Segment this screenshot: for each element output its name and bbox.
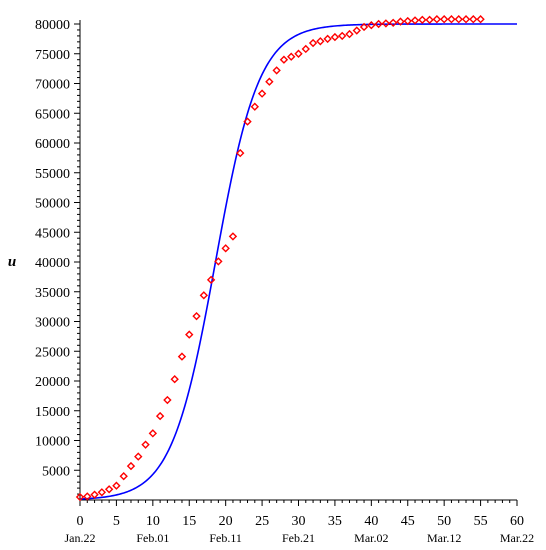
x-tick-label: 35 [328, 514, 342, 529]
data-point [381, 19, 391, 28]
date-tick-label: Mar.02 [354, 531, 388, 545]
y-tick-label: 80000 [35, 18, 70, 33]
data-point [316, 37, 325, 46]
x-tick-label: 15 [182, 514, 196, 529]
x-tick-label: 45 [401, 514, 415, 529]
data-point [425, 15, 434, 25]
data-point [388, 18, 398, 27]
date-tick-label: Jan.22 [65, 531, 96, 545]
y-tick-label: 5000 [42, 464, 70, 479]
date-tick-label: Mar.12 [427, 531, 461, 545]
y-tick-label: 65000 [35, 107, 70, 122]
data-point [265, 77, 274, 86]
data-point [294, 49, 303, 58]
data-point [250, 102, 259, 111]
date-tick-label: Mar.22 [500, 531, 534, 545]
data-point [185, 330, 194, 339]
data-point [257, 89, 267, 98]
data-point [352, 26, 361, 35]
axes [74, 20, 518, 506]
data-point [112, 481, 121, 490]
x-tick-label: 50 [437, 514, 451, 529]
data-point [83, 492, 92, 501]
y-tick-label: 10000 [35, 435, 70, 450]
data-point [97, 488, 107, 497]
y-tick-label: 50000 [35, 197, 70, 212]
x-tick-label: 25 [255, 514, 269, 529]
data-point [141, 440, 150, 449]
x-tick-label: 0 [77, 514, 84, 529]
x-tick-label: 60 [510, 514, 524, 529]
data-point [359, 22, 369, 32]
x-tick-label: 40 [364, 514, 378, 529]
data-point [134, 452, 143, 461]
data-point [177, 352, 187, 361]
data-point [345, 29, 354, 39]
data-point [228, 232, 238, 241]
y-axis-label: u [8, 254, 16, 270]
data-point [323, 34, 332, 44]
data-point [410, 16, 420, 25]
labels: 0 5 10 15 20 25 30 35 40 45 50 55 60 Jan.22 Feb.01 Feb.… [8, 18, 534, 545]
y-tick-label: 45000 [35, 226, 70, 241]
data-point [126, 461, 136, 471]
data-point [155, 411, 165, 421]
data-point [308, 38, 318, 48]
y-tick-label: 60000 [35, 137, 70, 152]
y-tick-label: 30000 [35, 316, 70, 331]
data-point [170, 375, 179, 384]
date-tick-label: Feb.01 [136, 531, 169, 545]
data-point [199, 291, 209, 300]
x-tick-label: 55 [474, 514, 488, 529]
data-point [104, 485, 114, 494]
data-point [338, 31, 347, 41]
data-point [148, 429, 158, 438]
data-points-layer [75, 15, 485, 502]
data-point [367, 21, 376, 30]
date-tick-label: Feb.21 [282, 531, 315, 545]
data-point [461, 15, 471, 24]
data-point [206, 275, 216, 285]
data-point [214, 257, 223, 266]
data-point [454, 15, 463, 24]
y-tick-label: 75000 [35, 48, 70, 63]
y-tick-label: 40000 [35, 256, 70, 271]
data-point [469, 15, 478, 24]
model-curve [79, 23, 517, 500]
data-point [272, 66, 281, 75]
data-point [163, 395, 172, 405]
model-curve-layer [79, 23, 517, 500]
data-point [119, 472, 128, 481]
y-tick-label: 55000 [35, 167, 70, 182]
data-point [396, 17, 405, 26]
data-point [243, 117, 252, 126]
data-point [287, 52, 296, 61]
data-point [447, 15, 456, 24]
data-point [418, 15, 427, 25]
x-tick-label: 5 [113, 514, 120, 529]
data-point [221, 244, 230, 253]
y-tick-label: 35000 [35, 286, 70, 301]
data-point [476, 15, 485, 24]
data-point [279, 55, 289, 64]
x-tick-label: 20 [219, 514, 233, 529]
y-tick-label: 15000 [35, 405, 70, 420]
data-point [439, 15, 449, 24]
data-point [301, 44, 310, 54]
data-point [330, 32, 340, 42]
date-tick-label: Feb.11 [209, 531, 242, 545]
y-tick-label: 20000 [35, 375, 70, 390]
y-tick-label: 70000 [35, 78, 70, 93]
data-point [374, 19, 383, 29]
data-point [90, 490, 99, 499]
data-point [192, 311, 201, 321]
data-point [403, 16, 412, 26]
data-point [432, 15, 442, 24]
x-tick-label: 30 [292, 514, 306, 529]
data-point [75, 492, 85, 502]
y-tick-label: 25000 [35, 345, 70, 360]
x-tick-label: 10 [146, 514, 160, 529]
data-point [236, 148, 245, 158]
